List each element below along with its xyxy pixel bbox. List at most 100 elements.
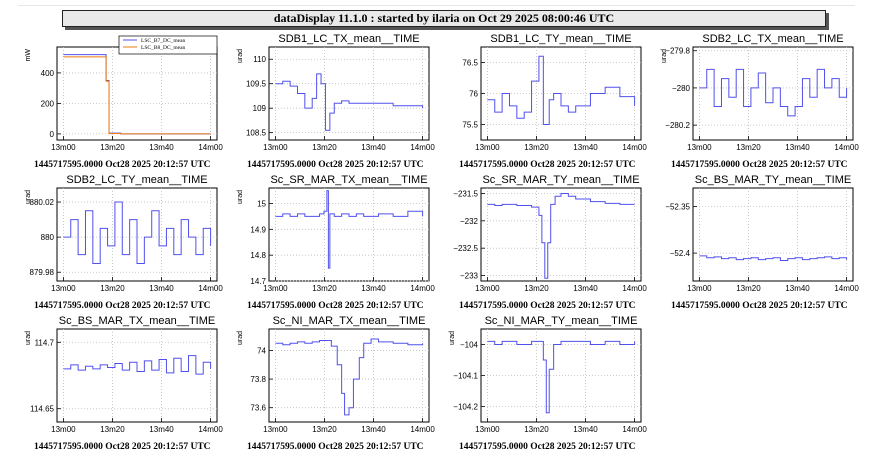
y-tick-label: 15 <box>257 200 266 209</box>
x-tick-label: 13m40 <box>573 425 598 434</box>
chart-title: SDB1_LC_TY_mean__TIME <box>490 33 631 45</box>
y-axis-label: urad <box>661 49 668 63</box>
y-tick-label: 14.8 <box>250 251 266 260</box>
y-tick-label: −232 <box>460 217 479 226</box>
series-line <box>275 73 424 131</box>
y-tick-label: 76 <box>469 90 478 99</box>
x-tick-label: 13m40 <box>361 425 386 434</box>
y-axis-label: mW <box>25 49 32 62</box>
x-tick-label: 14m00 <box>410 284 435 293</box>
y-axis-label: urad <box>25 190 32 204</box>
series-line <box>487 340 636 414</box>
plot-frame <box>56 46 218 141</box>
chart-title: SDB1_LC_TX_mean__TIME <box>278 33 419 45</box>
series-line <box>275 190 424 269</box>
x-tick-label: 13m20 <box>736 143 761 152</box>
x-tick-label: 13m00 <box>51 284 76 293</box>
plot-frame <box>268 328 430 423</box>
x-tick-label: 13m00 <box>475 425 500 434</box>
chart-panel: 13m00 13m20 13m40 14m00 0 200 400 mW LSC_B7_DC_m… <box>25 35 223 152</box>
chart-panel: 13m00 13m20 13m40 14m00 73.6 73.8 74 urad Sc_NI_… <box>237 315 435 434</box>
y-tick-label: −233 <box>460 272 479 281</box>
legend-box <box>118 35 218 55</box>
x-tick-label: 13m20 <box>524 425 549 434</box>
x-tick-label: 14m00 <box>410 143 435 152</box>
y-tick-label: 110 <box>253 55 266 64</box>
timestamp-footer: 1445717595.0000 Oct28 2025 20:12:57 UTC <box>247 301 424 311</box>
x-tick-label: 13m00 <box>687 284 712 293</box>
y-tick-label: 114.65 <box>30 405 54 414</box>
legend-label: LSC_B8_DC_mean <box>141 45 186 51</box>
chart-panel: 13m00 13m20 13m40 14m00 −104.2 −104.1 −104 urad… <box>449 315 647 434</box>
timestamp-footer: 1445717595.0000 Oct28 2025 20:12:57 UTC <box>459 301 636 311</box>
y-tick-label: −104.1 <box>453 372 478 381</box>
x-tick-label: 13m40 <box>149 143 174 152</box>
x-tick-label: 13m00 <box>51 143 76 152</box>
x-tick-label: 13m20 <box>100 425 125 434</box>
y-axis-label: urad <box>237 331 244 345</box>
x-tick-label: 13m40 <box>573 284 598 293</box>
y-tick-label: −104.2 <box>453 403 478 412</box>
chart-panel: 13m00 13m20 13m40 14m00 −52.4 −52.35 Sc_BS_MAR… <box>665 174 859 293</box>
x-tick-label: 14m00 <box>410 425 435 434</box>
chart-title: Sc_NI_MAR_TX_mean__TIME <box>273 315 426 327</box>
chart-panel: 13m00 13m20 13m40 14m00 75.5 76 76.5 SDB1_LC_TY… <box>462 33 647 152</box>
timestamp-footer: 1445717595.0000 Oct28 2025 20:12:57 UTC <box>34 442 211 452</box>
x-tick-label: 13m00 <box>263 143 288 152</box>
y-tick-label: 400 <box>41 69 55 78</box>
x-tick-label: 14m00 <box>834 284 859 293</box>
x-tick-label: 13m20 <box>524 284 549 293</box>
y-tick-label: 109.5 <box>246 80 267 89</box>
y-tick-label: 880.02 <box>30 198 55 207</box>
y-tick-label: −232.5 <box>453 244 478 253</box>
y-tick-label: 74 <box>257 346 266 355</box>
chart-panel: 13m00 13m20 13m40 14m00 −233 −232.5 −232 −231.5… <box>453 174 647 293</box>
y-tick-label: 73.6 <box>250 404 266 413</box>
y-tick-label: −280 <box>672 84 691 93</box>
legend-label: LSC_B7_DC_mean <box>141 38 186 44</box>
chart-panel: 13m00 13m20 13m40 14m00 108.5 109 109.5 110 urad… <box>237 33 435 152</box>
x-tick-label: 13m40 <box>361 284 386 293</box>
x-tick-label: 13m40 <box>361 143 386 152</box>
timestamp-footer: 1445717595.0000 Oct28 2025 20:12:57 UTC <box>34 160 211 170</box>
x-tick-label: 14m00 <box>622 284 647 293</box>
y-axis-label: urad <box>237 49 244 63</box>
y-tick-label: 14.7 <box>250 277 266 286</box>
x-tick-label: 14m00 <box>622 143 647 152</box>
y-tick-label: −231.5 <box>453 189 478 198</box>
y-tick-label: 200 <box>41 99 55 108</box>
series-line <box>63 355 212 375</box>
y-tick-label: 879.98 <box>30 268 55 277</box>
chart-title: Sc_SR_MAR_TX_mean__TIME <box>270 174 427 186</box>
x-tick-label: 14m00 <box>834 143 859 152</box>
series-line <box>275 338 424 416</box>
x-tick-label: 13m20 <box>312 284 337 293</box>
plot-frame <box>480 187 642 282</box>
timestamp-footer: 1445717595.0000 Oct28 2025 20:12:57 UTC <box>671 301 848 311</box>
chart-title: SDB2_LC_TX_mean__TIME <box>702 33 843 45</box>
y-tick-label: 114.7 <box>35 338 55 347</box>
y-tick-label: −104 <box>460 341 479 350</box>
x-tick-label: 13m40 <box>573 143 598 152</box>
plot-frame <box>268 46 430 141</box>
timestamp-footer: 1445717595.0000 Oct28 2025 20:12:57 UTC <box>247 160 424 170</box>
chart-title: Sc_BS_MAR_TY_mean__TIME <box>695 174 852 186</box>
x-tick-label: 13m40 <box>785 284 810 293</box>
chart-title: Sc_BS_MAR_TX_mean__TIME <box>59 315 216 327</box>
window-title: dataDisplay 11.1.0 : started by ilaria o… <box>62 10 826 27</box>
y-tick-label: 73.8 <box>250 375 266 384</box>
timestamp-footer: 1445717595.0000 Oct28 2025 20:12:57 UTC <box>459 442 636 452</box>
y-tick-label: 880 <box>41 233 55 242</box>
series-line <box>63 201 212 264</box>
x-tick-label: 14m00 <box>198 143 223 152</box>
plot-frame <box>692 187 854 282</box>
y-axis-label: urad <box>237 190 244 204</box>
y-tick-label: 14.9 <box>250 225 266 234</box>
x-tick-label: 13m00 <box>263 284 288 293</box>
y-axis-label: urad <box>25 331 32 345</box>
x-tick-label: 14m00 <box>198 284 223 293</box>
chart-title: SDB2_LC_TY_mean__TIME <box>66 174 207 186</box>
timestamp-footer: 1445717595.0000 Oct28 2025 20:12:57 UTC <box>34 301 211 311</box>
